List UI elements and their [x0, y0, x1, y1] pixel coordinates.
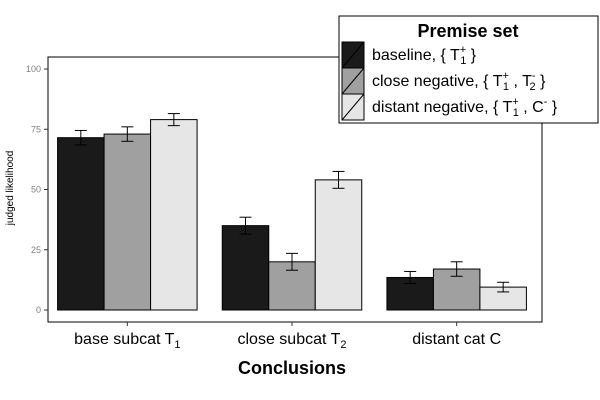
- y-tick-label: 75: [31, 124, 41, 134]
- bar: [57, 137, 105, 311]
- bars: [57, 113, 527, 311]
- bar: [150, 119, 198, 311]
- legend: Premise set baseline, { T+ 1 } close negat…: [338, 15, 599, 124]
- x-tick-label: base subcat T1: [74, 331, 180, 351]
- y-tick-label: 0: [36, 305, 41, 315]
- legend-title: Premise set: [417, 21, 518, 41]
- x-tick-label: distant cat C: [412, 331, 501, 348]
- bar: [221, 225, 270, 311]
- y-tick-label: 50: [31, 185, 41, 195]
- x-tick-label: close subcat T2: [238, 331, 347, 351]
- y-axis-title: judged likelihood: [5, 151, 16, 227]
- x-axis: base subcat T1 close subcat T2 distant cat…: [74, 322, 501, 351]
- legend-label: close negative, { T+ 1 , T-2 }: [372, 70, 546, 93]
- legend-key-slash: [341, 67, 365, 95]
- x-axis-title: Conclusions: [238, 358, 346, 378]
- bar: [314, 179, 363, 311]
- y-axis: 0 25 50 75 100: [26, 64, 48, 315]
- legend-label: distant negative, { T+ 1 , C- }: [372, 96, 558, 119]
- bar: [103, 133, 152, 311]
- legend-label: baseline, { T+ 1 }: [372, 44, 477, 67]
- legend-box: [338, 15, 599, 124]
- y-tick-label: 100: [26, 64, 41, 74]
- legend-key-slash: [341, 93, 365, 121]
- y-tick-label: 25: [31, 245, 41, 255]
- legend-key-slash: [341, 41, 365, 69]
